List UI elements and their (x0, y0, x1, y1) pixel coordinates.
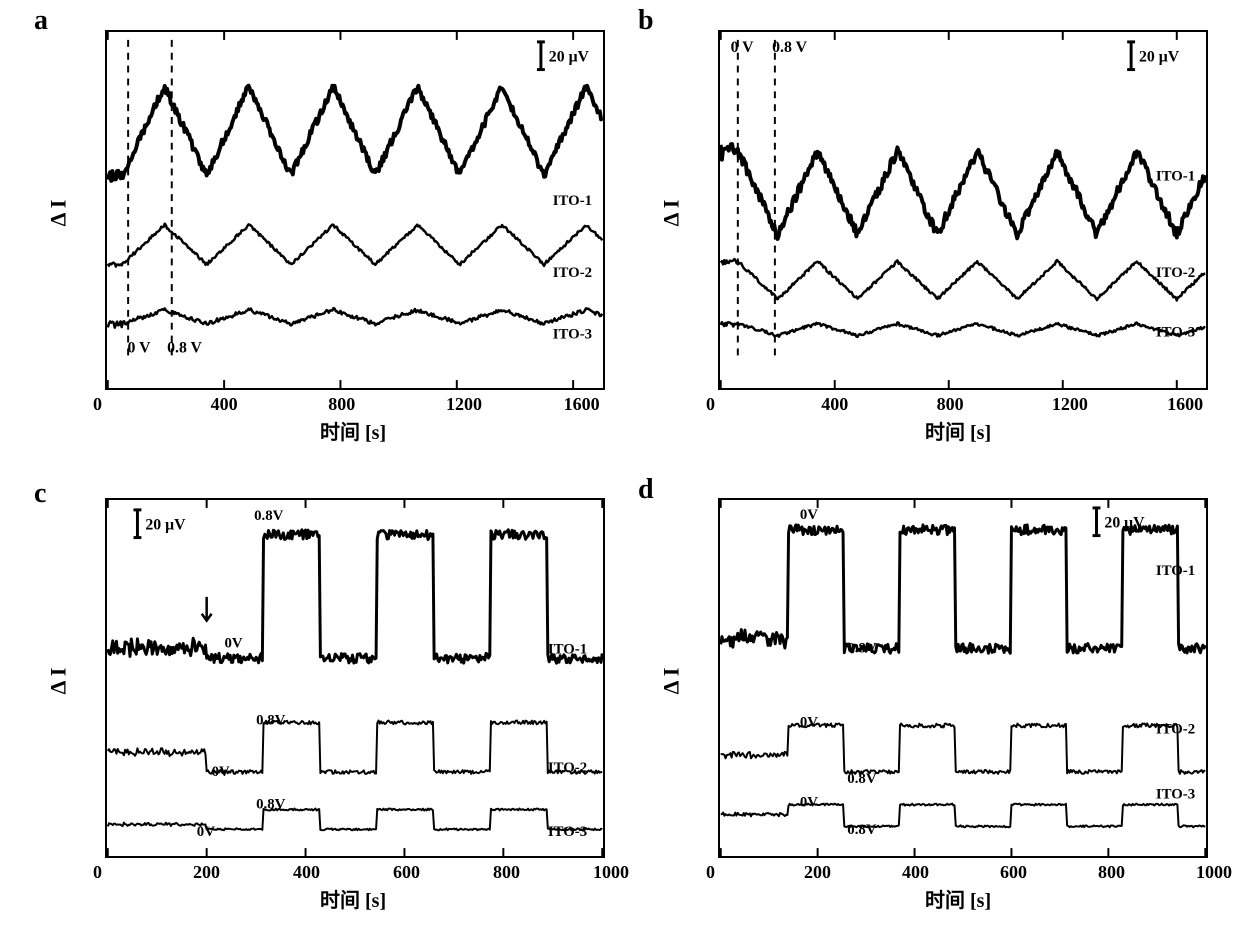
plot-b-xlabel: 时间 [s] (925, 416, 991, 445)
plot-c-xlabel: 时间 [s] (320, 884, 386, 913)
svg-text:0V: 0V (800, 714, 818, 730)
plot-a-svg: 0 V 0.8 V 20 μV ITO-1 ITO-2 ITO-3 (107, 32, 603, 388)
x-tick-label: 600 (1000, 862, 1027, 883)
plot-a: 0 V 0.8 V 20 μV ITO-1 ITO-2 ITO-3 (105, 30, 605, 390)
x-tick-label: 400 (293, 862, 320, 883)
x-tick-label: 1600 (1167, 394, 1203, 415)
svg-text:ITO-3: ITO-3 (548, 824, 587, 840)
svg-text:0 V: 0 V (731, 39, 755, 56)
plot-d-xlabel: 时间 [s] (925, 884, 991, 913)
plot-d: 20 μV0V0.8V0V0.8V0V0.8VITO-1ITO-2ITO-3 (718, 498, 1208, 858)
svg-text:0.8V: 0.8V (256, 712, 286, 728)
x-tick-label: 1600 (564, 394, 600, 415)
plot-c-ylabel: Δ I (45, 668, 71, 695)
plot-c: 20 μV0.8V0V0.8V0V0.8V0VITO-1ITO-2ITO-3 (105, 498, 605, 858)
x-tick-label: 400 (821, 394, 848, 415)
svg-text:ITO-3: ITO-3 (1156, 787, 1195, 803)
x-tick-label: 800 (937, 394, 964, 415)
plot-a-xlabel: 时间 [s] (320, 416, 386, 445)
svg-text:ITO-2: ITO-2 (1156, 721, 1195, 737)
svg-text:0.8 V: 0.8 V (167, 339, 202, 356)
svg-text:0V: 0V (800, 795, 818, 811)
svg-text:ITO-3: ITO-3 (1156, 325, 1195, 341)
plot-b-svg: 0 V 0.8 V 20 μV ITO-1 ITO-2 ITO-3 (720, 32, 1206, 388)
svg-text:0.8V: 0.8V (847, 822, 877, 838)
x-tick-label: 1000 (593, 862, 629, 883)
x-tick-label: 200 (193, 862, 220, 883)
panel-c-label: c (34, 478, 46, 510)
plot-d-svg: 20 μV0V0.8V0V0.8V0V0.8VITO-1ITO-2ITO-3 (720, 500, 1206, 856)
x-tick-label: 400 (211, 394, 238, 415)
x-tick-label: 800 (493, 862, 520, 883)
x-tick-label: 400 (902, 862, 929, 883)
svg-text:ITO-2: ITO-2 (1156, 265, 1195, 281)
x-tick-label: 200 (804, 862, 831, 883)
svg-text:0.8 V: 0.8 V (772, 39, 807, 56)
svg-text:0V: 0V (800, 507, 818, 523)
svg-text:0V: 0V (224, 635, 242, 651)
x-tick-label: 1000 (1196, 862, 1232, 883)
svg-text:0.8V: 0.8V (254, 508, 284, 524)
x-tick-label: 1200 (1052, 394, 1088, 415)
svg-text:20 μV: 20 μV (1139, 49, 1180, 66)
svg-text:ITO-3: ITO-3 (553, 327, 592, 343)
plot-b-ylabel: Δ I (658, 200, 684, 227)
x-tick-label: 800 (328, 394, 355, 415)
plot-c-svg: 20 μV0.8V0V0.8V0V0.8V0VITO-1ITO-2ITO-3 (107, 500, 603, 856)
x-tick-label: 0 (93, 394, 102, 415)
svg-text:ITO-1: ITO-1 (1156, 563, 1195, 579)
x-tick-label: 0 (706, 394, 715, 415)
svg-text:ITO-2: ITO-2 (548, 760, 587, 776)
x-tick-label: 0 (93, 862, 102, 883)
plot-b: 0 V 0.8 V 20 μV ITO-1 ITO-2 ITO-3 (718, 30, 1208, 390)
panel-d-label: d (638, 474, 654, 506)
x-tick-label: 600 (393, 862, 420, 883)
x-tick-label: 0 (706, 862, 715, 883)
svg-text:ITO-1: ITO-1 (1156, 168, 1195, 184)
svg-text:20 μV: 20 μV (549, 49, 590, 66)
plot-a-ylabel: Δ I (45, 200, 71, 227)
figure-container: a 0 V 0.8 V 20 μV ITO-1 ITO-2 ITO-3 Δ I 时间 [s… (0, 0, 1240, 940)
x-tick-label: 800 (1098, 862, 1125, 883)
svg-text:ITO-1: ITO-1 (548, 641, 587, 657)
svg-text:ITO-1: ITO-1 (553, 193, 592, 209)
plot-d-ylabel: Δ I (658, 668, 684, 695)
svg-text:0 V: 0 V (128, 339, 152, 356)
panel-a-label: a (34, 5, 48, 37)
svg-text:ITO-2: ITO-2 (553, 265, 592, 281)
svg-text:20 μV: 20 μV (145, 517, 186, 534)
panel-b-label: b (638, 5, 654, 37)
x-tick-label: 1200 (446, 394, 482, 415)
